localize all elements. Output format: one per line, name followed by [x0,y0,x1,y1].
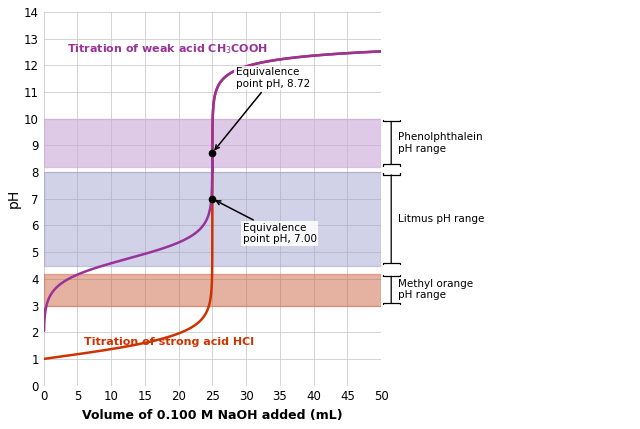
Text: Titration of strong acid HCl: Titration of strong acid HCl [84,337,254,347]
Text: Equivalence
point pH, 7.00: Equivalence point pH, 7.00 [216,201,317,245]
Text: Equivalence
point pH, 8.72: Equivalence point pH, 8.72 [215,67,310,149]
Bar [44,274,381,305]
Text: Titration of weak acid CH$_3$COOH: Titration of weak acid CH$_3$COOH [67,42,268,56]
Text: Litmus pH range: Litmus pH range [398,214,484,224]
Bar [44,172,381,266]
Text: Methyl orange
pH range: Methyl orange pH range [398,279,473,300]
Bar [44,119,381,167]
X-axis label: Volume of 0.100 M NaOH added (mL): Volume of 0.100 M NaOH added (mL) [82,409,342,422]
Y-axis label: pH: pH [7,189,21,208]
Text: Phenolphthalein
pH range: Phenolphthalein pH range [398,132,483,154]
